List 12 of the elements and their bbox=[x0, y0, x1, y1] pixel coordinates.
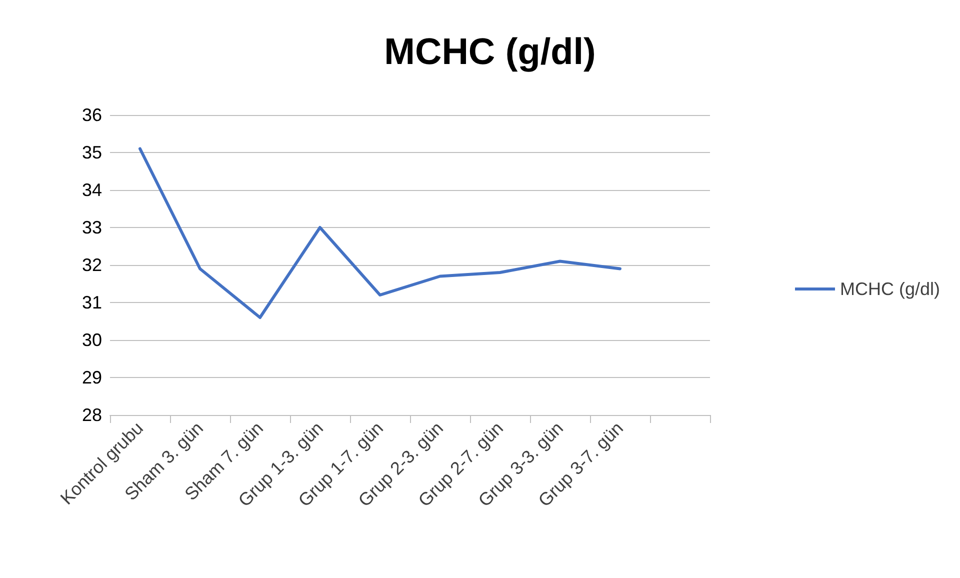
y-tick-label: 29 bbox=[82, 368, 102, 388]
y-tick-label: 31 bbox=[82, 292, 102, 312]
y-tick-label: 30 bbox=[82, 330, 102, 350]
chart-title: MCHC (g/dl) bbox=[384, 31, 596, 72]
legend-label: MCHC (g/dl) bbox=[840, 279, 940, 299]
y-tick-label: 32 bbox=[82, 255, 102, 275]
y-tick-label: 36 bbox=[82, 105, 102, 125]
y-tick-label: 33 bbox=[82, 218, 102, 238]
line-series bbox=[138, 147, 622, 319]
y-tick-label: 34 bbox=[82, 180, 102, 200]
y-tick-label: 35 bbox=[82, 142, 102, 162]
y-tick-label: 28 bbox=[82, 405, 102, 425]
